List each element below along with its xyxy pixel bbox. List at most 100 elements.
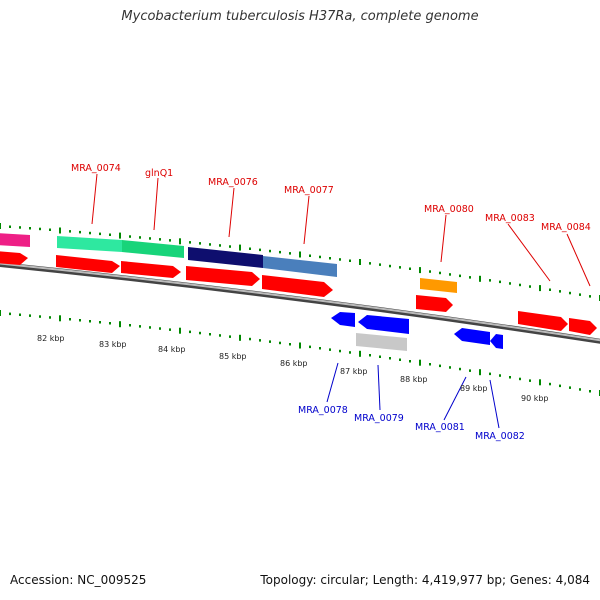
minor-tick — [309, 254, 311, 257]
leader-line — [566, 233, 591, 287]
scale-label: 87 kbp — [340, 367, 368, 376]
minor-tick — [519, 377, 521, 381]
minor-tick — [429, 270, 431, 273]
minor-tick — [369, 262, 371, 265]
minor-tick — [139, 236, 141, 239]
minor-tick — [509, 282, 511, 285]
minor-tick — [69, 230, 71, 233]
minor-tick — [149, 326, 151, 329]
major-tick — [419, 359, 421, 366]
minor-tick — [319, 347, 321, 350]
minor-tick — [159, 238, 161, 241]
gene-label-mra-0074: MRA_0074 — [71, 163, 121, 174]
feature-block-gray — [356, 333, 407, 351]
minor-tick — [319, 255, 321, 259]
leader-line — [443, 376, 467, 421]
cds-arrow-red — [121, 261, 181, 278]
cds-arrow-red — [569, 318, 597, 335]
major-tick — [0, 223, 1, 229]
leader-line — [91, 173, 98, 225]
minor-tick — [19, 226, 21, 229]
leader-line — [326, 362, 339, 403]
scale-labels: 82 kbp 83 kbp 84 kbp 85 kbp 86 kbp 87 kb… — [37, 334, 549, 403]
leader-line — [377, 364, 381, 411]
minor-tick — [339, 349, 341, 353]
forward-gene-labels: MRA_0074 glnQ1 MRA_0076 MRA_0077 MRA_008… — [71, 163, 591, 287]
minor-tick — [409, 267, 411, 270]
minor-tick — [89, 231, 91, 235]
minor-tick — [379, 355, 381, 358]
feature-block-orange — [420, 278, 457, 293]
major-tick — [539, 379, 541, 386]
scale-label: 85 kbp — [219, 352, 247, 361]
feature-block-steelblue — [263, 256, 337, 277]
feature-track-upper — [0, 233, 457, 293]
accession-text: Accession: NC_009525 — [10, 573, 147, 587]
major-tick — [59, 315, 61, 322]
minor-tick — [259, 248, 261, 252]
minor-tick — [229, 245, 231, 248]
minor-tick — [579, 388, 581, 391]
cds-arrow-red — [0, 251, 28, 265]
minor-tick — [49, 228, 51, 231]
minor-tick — [79, 319, 81, 322]
minor-tick — [289, 252, 291, 255]
cds-arrow-blue — [358, 315, 409, 334]
major-tick — [119, 321, 121, 328]
cds-arrow-red — [56, 255, 120, 273]
minor-tick — [439, 364, 441, 368]
minor-tick — [489, 279, 491, 282]
major-tick — [179, 327, 181, 334]
minor-tick — [379, 263, 381, 266]
minor-tick — [9, 225, 11, 228]
scale-label: 88 kbp — [400, 375, 428, 384]
feature-block-green-left — [57, 236, 122, 252]
minor-tick — [169, 328, 171, 331]
minor-tick — [209, 333, 211, 336]
minor-tick — [29, 314, 31, 317]
minor-tick — [559, 384, 561, 388]
minor-tick — [349, 351, 351, 354]
minor-tick — [39, 227, 41, 231]
major-tick — [539, 285, 541, 292]
minor-tick — [79, 230, 81, 234]
gene-label-mra-0083: MRA_0083 — [485, 213, 535, 224]
scale-label: 83 kbp — [99, 340, 127, 349]
minor-tick — [159, 327, 161, 330]
minor-tick — [329, 257, 331, 260]
leader-line — [489, 379, 500, 429]
minor-tick — [309, 345, 311, 349]
minor-tick — [109, 322, 111, 325]
minor-tick — [399, 266, 401, 269]
minor-tick — [579, 293, 581, 296]
leader-line — [440, 214, 447, 263]
minor-tick — [449, 366, 451, 369]
minor-tick — [459, 367, 461, 371]
cds-arrow-blue — [331, 312, 355, 327]
gene-label-mra-0081: MRA_0081 — [415, 422, 465, 433]
minor-tick — [469, 276, 471, 279]
leader-line — [507, 223, 551, 282]
scale-label: 84 kbp — [158, 345, 186, 354]
minor-tick — [339, 258, 341, 261]
gene-label-mra-0076: MRA_0076 — [208, 177, 258, 188]
minor-tick — [99, 232, 101, 236]
gene-label-mra-0084: MRA_0084 — [541, 222, 591, 233]
feature-block-green-right — [122, 240, 184, 258]
feature-block-magenta — [0, 233, 30, 247]
major-tick — [179, 238, 181, 245]
cds-arrow-red — [416, 295, 453, 312]
minor-tick — [509, 376, 511, 379]
gene-label-glnq1: glnQ1 — [145, 168, 173, 179]
leader-line — [228, 187, 235, 238]
minor-tick — [409, 360, 411, 363]
scale-label: 90 kbp — [521, 394, 549, 403]
minor-tick — [219, 334, 221, 337]
minor-tick — [259, 339, 261, 342]
minor-tick — [459, 274, 461, 278]
minor-tick — [129, 235, 131, 238]
cds-arrow-red — [518, 311, 568, 331]
major-tick — [59, 227, 61, 234]
genome-backbone-highlight — [0, 262, 600, 342]
minor-tick — [499, 374, 501, 377]
